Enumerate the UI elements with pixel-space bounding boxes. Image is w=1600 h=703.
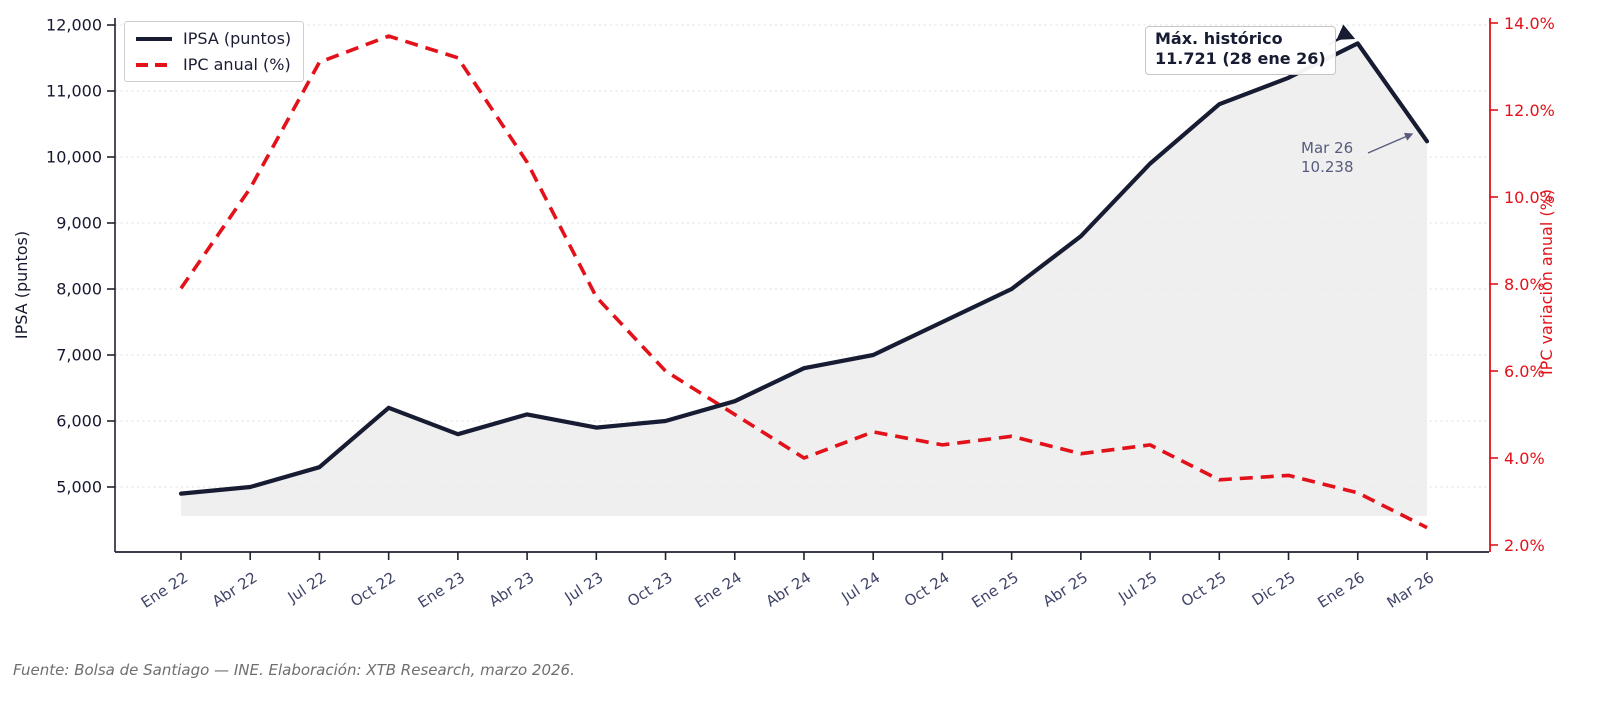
x-tick-label: Ene 26 xyxy=(1314,568,1367,611)
last-point-arrow xyxy=(1367,132,1414,154)
legend-label-ipsa: IPSA (puntos) xyxy=(183,29,292,48)
max-historico-title: Máx. histórico xyxy=(1155,29,1283,48)
left-tick-label: 7,000 xyxy=(56,346,102,365)
x-tick-label: Ene 23 xyxy=(415,568,468,611)
x-tick-label: Abr 24 xyxy=(763,568,815,610)
x-tick-label: Abr 23 xyxy=(486,568,538,610)
x-tick-label: Oct 23 xyxy=(624,568,676,610)
legend-item-ipsa: IPSA (puntos) xyxy=(135,29,291,48)
x-tick-label: Abr 25 xyxy=(1039,568,1091,610)
max-historico-value: 11.721 (28 ene 26) xyxy=(1155,49,1326,69)
right-tick-label: 14.0% xyxy=(1504,14,1555,33)
left-tick-label: 11,000 xyxy=(46,82,102,101)
last-point-annotation: Mar 26 10.238 xyxy=(1301,139,1354,177)
right-tick-label: 10.0% xyxy=(1504,188,1555,207)
left-tick-label: 6,000 xyxy=(56,412,102,431)
ipc-line-swatch xyxy=(136,62,172,67)
ipsa-area-fill xyxy=(181,43,1427,517)
right-axis-title: IPC variación anual (%) xyxy=(1537,189,1556,375)
x-tick-label: Dic 25 xyxy=(1249,568,1299,609)
x-tick-label: Ene 22 xyxy=(138,568,191,611)
left-tick-label: 12,000 xyxy=(46,16,102,35)
right-tick-label: 8.0% xyxy=(1504,275,1545,294)
x-tick-label: Ene 24 xyxy=(691,568,744,611)
x-tick-label: Abr 22 xyxy=(209,568,261,610)
right-tick-label: 12.0% xyxy=(1504,101,1555,120)
ipc-line xyxy=(179,34,1428,530)
right-tick-label: 6.0% xyxy=(1504,362,1545,381)
legend-item-ipc: IPC anual (%) xyxy=(135,55,291,74)
x-tick-label: Jul 23 xyxy=(561,568,607,606)
last-point-value: 10.238 xyxy=(1301,157,1354,176)
ipsa-line xyxy=(178,41,1430,496)
source-note: Fuente: Bolsa de Santiago — INE. Elabora… xyxy=(13,661,575,679)
x-tick-label: Oct 24 xyxy=(901,568,953,610)
left-tick-label: 9,000 xyxy=(56,214,102,233)
left-tick-label: 5,000 xyxy=(56,478,102,497)
legend-label-ipc: IPC anual (%) xyxy=(183,55,291,74)
x-tick-label: Oct 25 xyxy=(1178,568,1230,610)
x-tick-label: Oct 22 xyxy=(347,568,399,610)
left-axis-title: IPSA (puntos) xyxy=(12,231,31,339)
x-tick-label: Ene 25 xyxy=(968,568,1021,611)
x-tick-label: Jul 22 xyxy=(284,568,330,606)
ipsa-line-swatch xyxy=(136,36,172,41)
right-tick-label: 2.0% xyxy=(1504,536,1545,555)
left-tick-label: 8,000 xyxy=(56,280,102,299)
x-tick-label: Jul 25 xyxy=(1114,568,1160,606)
last-point-date: Mar 26 xyxy=(1301,139,1354,157)
x-tick-label: Mar 26 xyxy=(1384,568,1438,612)
left-tick-label: 10,000 xyxy=(46,148,102,167)
x-tick-label: Jul 24 xyxy=(838,568,884,606)
right-tick-label: 4.0% xyxy=(1504,449,1545,468)
max-historico-annotation: Máx. histórico 11.721 (28 ene 26) xyxy=(1145,26,1336,75)
legend: IPSA (puntos) IPC anual (%) xyxy=(124,21,305,82)
